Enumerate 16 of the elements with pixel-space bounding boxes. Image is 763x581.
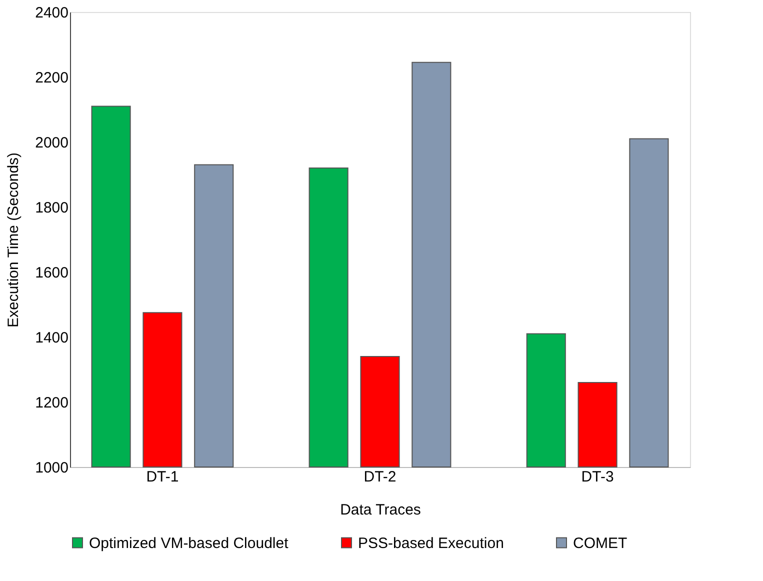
- y-tick-label: 2000: [35, 134, 68, 152]
- legend-label: COMET: [573, 534, 628, 552]
- legend-label: Optimized VM-based Cloudlet: [89, 534, 290, 552]
- x-tick-label: DT-3: [581, 468, 614, 486]
- y-tick-label: 1200: [35, 394, 68, 412]
- y-tick-label: 1000: [35, 460, 68, 476]
- y-tick-label: 1600: [35, 264, 68, 282]
- x-tick-label: DT-2: [364, 468, 396, 486]
- y-tick-label: 2200: [35, 70, 68, 86]
- y-axis-title: Execution Time (Seconds): [5, 152, 22, 328]
- x-tick-label: DT-1: [146, 468, 179, 486]
- legend-label: PSS-based Execution: [358, 534, 504, 552]
- y-tick-label: 2400: [35, 4, 68, 22]
- x-axis-title: Data Traces: [340, 502, 421, 518]
- y-tick-label: 1800: [35, 200, 68, 216]
- y-tick-label: 1400: [35, 330, 68, 346]
